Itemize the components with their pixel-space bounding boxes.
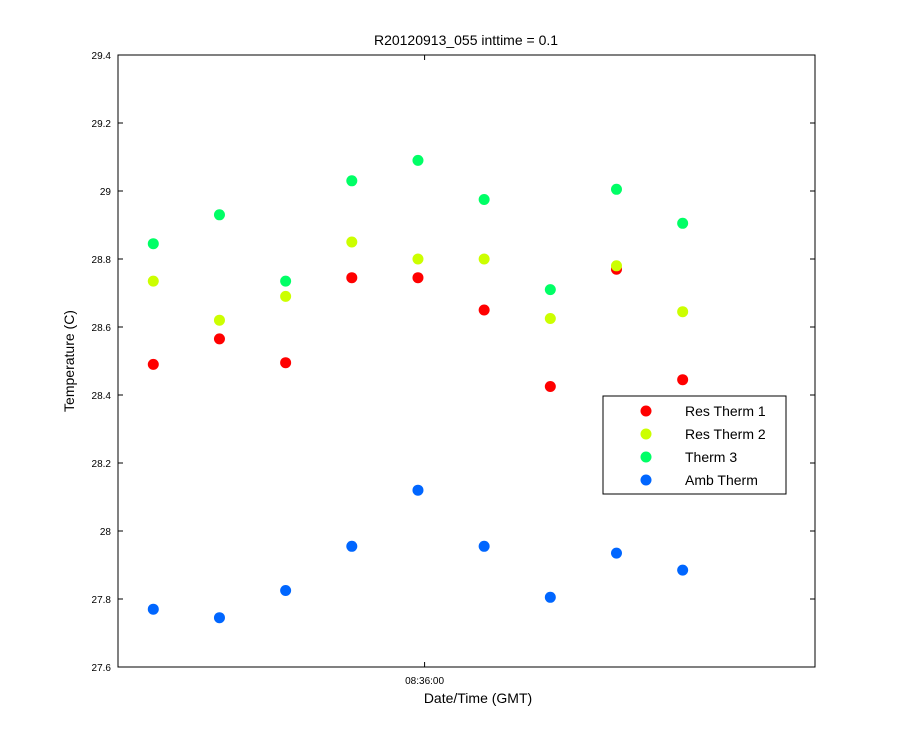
data-point: [544, 381, 556, 392]
data-point: [280, 275, 292, 287]
data-point: [677, 374, 689, 386]
data-point: [147, 603, 159, 615]
data-point: [610, 183, 622, 195]
data-point: [677, 217, 689, 229]
legend-marker: [640, 474, 652, 486]
y-tick-label: 27.8: [92, 595, 112, 606]
legend-marker: [640, 428, 652, 440]
y-tick-label: 29.4: [92, 51, 112, 62]
chart-title: R20120913_055 inttime = 0.1: [374, 32, 558, 48]
data-point: [478, 540, 490, 552]
data-point: [147, 358, 159, 370]
y-tick-label: 28.2: [92, 459, 112, 470]
data-point: [478, 253, 490, 265]
y-axis-label: Temperature (C): [61, 310, 77, 412]
y-tick-label: 27.6: [92, 663, 112, 674]
y-axis: 27.6 27.8 28 28.2 28.4 28.6 28.8 29 29.2 29.4: [92, 51, 815, 674]
data-point: [213, 333, 225, 345]
data-point: [412, 253, 424, 265]
data-point: [610, 547, 622, 559]
data-point: [412, 484, 424, 496]
plot-area: [117, 54, 816, 668]
data-point: [677, 564, 689, 576]
data-point: [147, 275, 159, 287]
y-tick-label: 28.8: [92, 255, 112, 266]
data-point: [478, 194, 490, 205]
legend-entry-label: Therm 3: [685, 449, 737, 465]
legend-marker: [640, 405, 652, 417]
x-tick-label: 08:36:00: [405, 676, 444, 687]
data-point: [677, 306, 689, 318]
data-points: [147, 154, 689, 624]
data-point: [346, 272, 358, 284]
data-point: [478, 304, 490, 316]
series-amb-therm: [147, 484, 689, 624]
data-point: [412, 154, 424, 166]
y-tick-label: 28.6: [92, 323, 112, 334]
x-axis: 08:36:00: [405, 55, 444, 687]
legend-entry-label: Amb Therm: [685, 472, 758, 488]
data-point: [346, 540, 358, 552]
axes-box: [117, 54, 816, 668]
legend: Res Therm 1 Res Therm 2 Therm 3 Amb Therm: [602, 395, 787, 495]
legend-entry-label: Res Therm 2: [685, 426, 766, 442]
legend-marker: [640, 451, 652, 463]
data-point: [346, 175, 358, 187]
data-point: [544, 313, 556, 324]
legend-box: [602, 395, 787, 495]
data-point: [213, 314, 225, 326]
data-point: [213, 612, 225, 624]
y-tick-label: 29.2: [92, 119, 112, 130]
series-therm-3: [147, 154, 689, 296]
legend-entry-label: Res Therm 1: [685, 403, 766, 419]
data-point: [147, 238, 159, 250]
data-point: [544, 591, 556, 603]
data-point: [412, 272, 424, 284]
data-point: [280, 290, 292, 302]
series-res-therm-2: [147, 236, 689, 326]
data-point: [280, 585, 292, 596]
data-point: [610, 260, 622, 272]
data-point: [544, 284, 556, 296]
x-axis-label: Date/Time (GMT): [424, 690, 532, 706]
y-tick-label: 28: [100, 527, 112, 538]
y-tick-label: 28.4: [92, 391, 112, 402]
data-point: [280, 357, 292, 369]
y-tick-label: 29: [100, 187, 112, 198]
data-point: [213, 209, 225, 221]
data-point: [346, 236, 358, 248]
